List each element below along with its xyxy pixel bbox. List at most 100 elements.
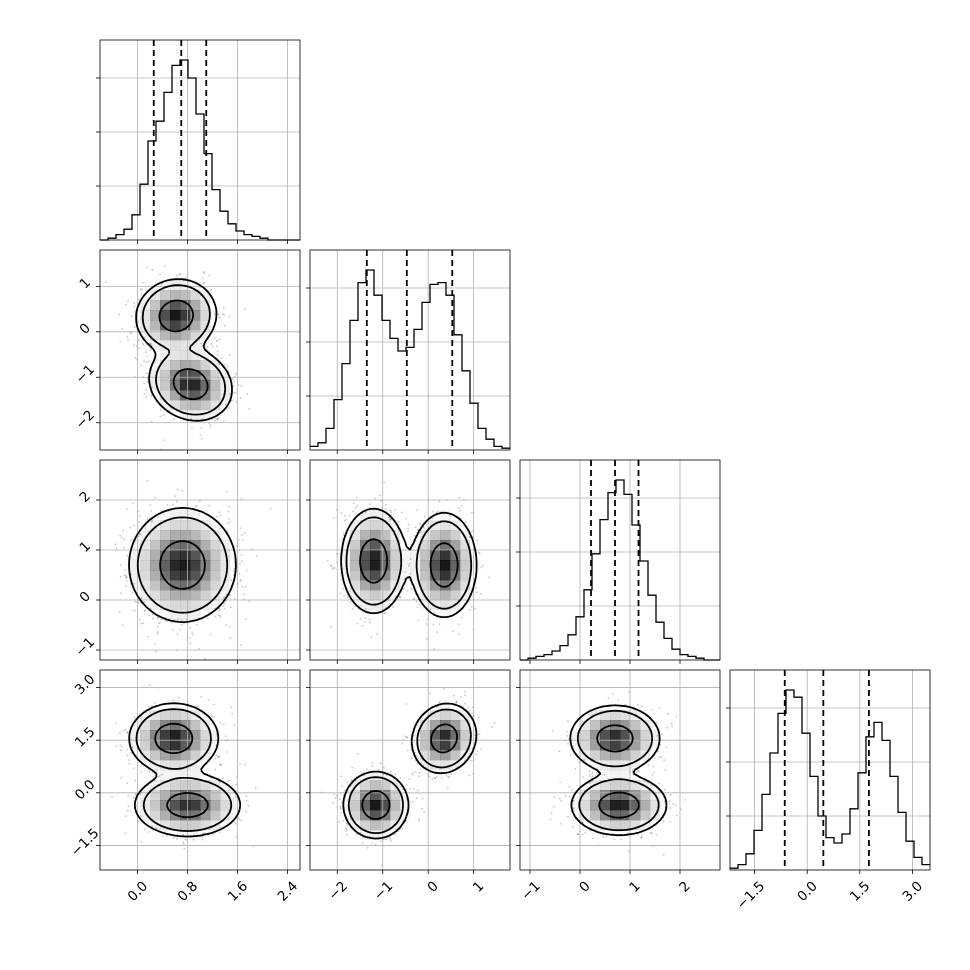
scatter-point [436, 631, 439, 633]
density-bin [180, 560, 191, 571]
scatter-point [235, 372, 238, 375]
scatter-point [414, 526, 417, 529]
scatter-point [255, 554, 258, 557]
scatter-point [457, 507, 460, 509]
scatter-point [475, 591, 478, 594]
density-bin [380, 570, 391, 581]
scatter-point [428, 692, 431, 695]
density-bin [390, 580, 401, 591]
scatter-point [458, 633, 461, 636]
scatter-point [584, 831, 587, 834]
scatter-point [172, 503, 174, 506]
scatter-point [658, 782, 660, 785]
density-bin [150, 310, 161, 321]
scatter-point [111, 795, 113, 798]
density-bin [160, 370, 171, 381]
scatter-point [182, 833, 185, 836]
scatter-point [647, 764, 650, 766]
pair-frame-1-2 [309, 459, 511, 661]
density-bin [170, 760, 181, 771]
density-bin [190, 790, 201, 801]
scatter-point [202, 282, 204, 285]
density-bin [150, 590, 161, 601]
scatter-point [134, 779, 136, 782]
density-bin [150, 710, 161, 721]
scatter-point [173, 418, 176, 421]
scatter-point [653, 771, 655, 774]
density-bin [360, 790, 371, 801]
density-bin [190, 730, 201, 741]
scatter-point [680, 808, 682, 811]
scatter-point [142, 344, 145, 346]
density-bin [350, 810, 361, 821]
x-tick-label-3-2: 1.5 [847, 878, 874, 905]
contour-level-2 [569, 704, 668, 837]
scatter-point [217, 614, 219, 616]
scatter-point [129, 810, 131, 813]
contours [128, 507, 237, 623]
scatter-point [581, 833, 584, 836]
scatter-point [209, 426, 212, 429]
scatter-point [571, 789, 574, 792]
scatter-point [602, 836, 604, 838]
scatter-point [476, 539, 478, 542]
density-bin [610, 730, 621, 741]
density-bin [160, 280, 171, 291]
density-bin [190, 530, 201, 541]
contour-level-1 [136, 516, 229, 614]
scatter-point [368, 618, 371, 621]
density-bin [170, 720, 181, 731]
density-bin [430, 530, 441, 541]
scatter-point [246, 393, 249, 395]
density-bin [630, 740, 641, 751]
scatter-point [208, 274, 210, 277]
scatter-point [356, 504, 359, 507]
density-bin [450, 590, 461, 601]
scatter-point [382, 766, 385, 769]
scatter-point [130, 539, 133, 541]
density-bin [380, 830, 391, 841]
scatter-point [228, 505, 231, 508]
y-tick-label-2-0: −1 [72, 634, 97, 659]
density-bin [600, 710, 611, 721]
scatter-point [218, 609, 221, 612]
scatter-point [234, 822, 237, 825]
density-bin [190, 310, 201, 321]
scatter-point [179, 628, 182, 631]
density-bin [170, 520, 181, 531]
density-bin [600, 770, 610, 780]
scatter-point [219, 722, 222, 725]
scatter-point [366, 847, 369, 849]
density-bin [420, 750, 431, 761]
density-bin [150, 780, 161, 791]
scatter-point [477, 551, 480, 554]
scatter-point [668, 800, 671, 802]
scatter-point [468, 608, 471, 611]
scatter-point [408, 778, 411, 780]
scatter-point [330, 626, 332, 629]
density-bin [180, 520, 191, 531]
x-tick-label-2-3: 2 [676, 878, 693, 895]
scatter-point [405, 736, 408, 739]
scatter-point [408, 564, 410, 567]
density-bin [190, 560, 201, 571]
scatter-point [240, 384, 243, 387]
scatter-point [385, 503, 387, 506]
contours [340, 507, 478, 618]
scatter-point [406, 736, 409, 738]
scatter-point [568, 786, 571, 788]
density-bin [220, 810, 231, 821]
density-bin [460, 580, 471, 591]
density-bin [200, 540, 211, 551]
scatter-point [219, 763, 222, 766]
scatter-point [565, 730, 568, 733]
density-bin [170, 320, 181, 331]
scatter-point [374, 497, 376, 500]
density-bin [380, 530, 391, 541]
density-bin [370, 780, 381, 791]
scatter-point [227, 510, 229, 513]
scatter-point [145, 372, 148, 375]
density-bin [630, 760, 641, 771]
scatter-point [148, 706, 150, 709]
scatter-point [223, 420, 225, 422]
